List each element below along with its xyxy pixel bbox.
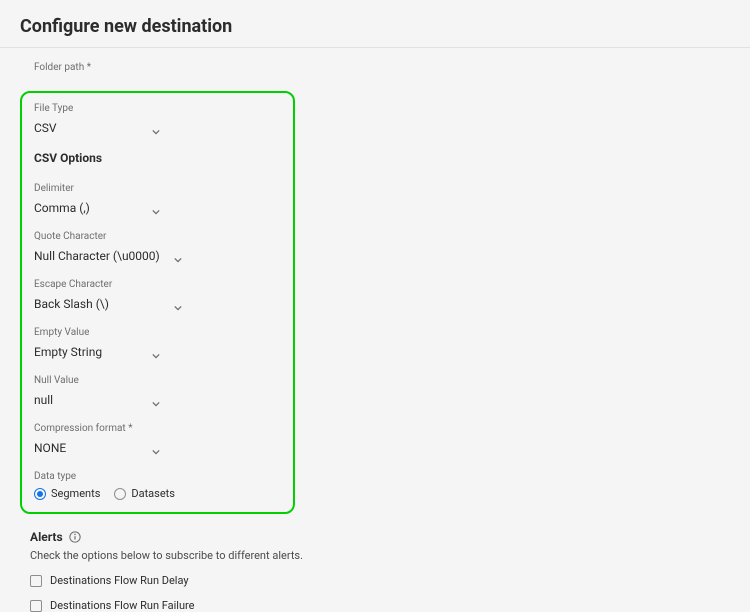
info-icon (69, 531, 81, 543)
chevron-down-icon (152, 121, 160, 129)
chevron-down-icon (152, 441, 160, 449)
alerts-subtext: Check the options below to subscribe to … (30, 549, 728, 562)
empty-value-value: Empty String (34, 343, 144, 361)
alerts-section: Alerts Check the options below to subscr… (0, 514, 750, 612)
chevron-down-icon (152, 345, 160, 353)
chevron-down-icon (174, 249, 182, 257)
data-type-segments-option[interactable]: Segments (34, 487, 100, 500)
quote-character-label: Quote Character (34, 231, 281, 242)
delimiter-select[interactable]: Comma (,) (34, 197, 281, 217)
data-type-segments-label: Segments (51, 487, 100, 500)
empty-value-label: Empty Value (34, 327, 281, 338)
data-type-label: Data type (34, 471, 281, 482)
radio-selected-icon (34, 488, 46, 500)
file-type-select[interactable]: CSV (34, 117, 281, 137)
chevron-down-icon (152, 201, 160, 209)
data-type-radio-group: Segments Datasets (34, 487, 281, 500)
alert-delay-label: Destinations Flow Run Delay (50, 574, 189, 587)
escape-character-label: Escape Character (34, 279, 281, 290)
chevron-down-icon (152, 393, 160, 401)
compression-format-select[interactable]: NONE (34, 437, 281, 457)
quote-character-value: Null Character (\u0000) (34, 247, 160, 265)
file-type-value: CSV (34, 119, 144, 137)
alerts-heading: Alerts (30, 530, 728, 544)
csv-config-highlight: File Type CSV CSV Options Delimiter Comm… (20, 91, 295, 514)
folder-path-label: Folder path * (0, 48, 750, 87)
file-type-label: File Type (34, 103, 281, 114)
delimiter-label: Delimiter (34, 183, 281, 194)
page-title: Configure new destination (0, 0, 750, 47)
compression-format-value: NONE (34, 439, 144, 457)
checkbox-unchecked-icon (30, 600, 42, 612)
escape-character-value: Back Slash (\) (34, 295, 144, 313)
alert-failure-label: Destinations Flow Run Failure (50, 599, 195, 612)
alert-delay-option[interactable]: Destinations Flow Run Delay (30, 574, 728, 587)
required-marker: * (87, 62, 91, 73)
data-type-datasets-label: Datasets (131, 487, 175, 500)
null-value-select[interactable]: null (34, 389, 281, 409)
data-type-datasets-option[interactable]: Datasets (114, 487, 175, 500)
null-value-label: Null Value (34, 375, 281, 386)
chevron-down-icon (174, 297, 182, 305)
compression-format-label: Compression format * (34, 423, 281, 434)
delimiter-value: Comma (,) (34, 199, 144, 217)
empty-value-select[interactable]: Empty String (34, 341, 281, 361)
csv-options-heading: CSV Options (34, 151, 281, 165)
required-marker: * (128, 423, 132, 434)
quote-character-select[interactable]: Null Character (\u0000) (34, 245, 281, 265)
escape-character-select[interactable]: Back Slash (\) (34, 293, 281, 313)
radio-unselected-icon (114, 488, 126, 500)
null-value-value: null (34, 391, 144, 409)
checkbox-unchecked-icon (30, 575, 42, 587)
alert-failure-option[interactable]: Destinations Flow Run Failure (30, 599, 728, 612)
